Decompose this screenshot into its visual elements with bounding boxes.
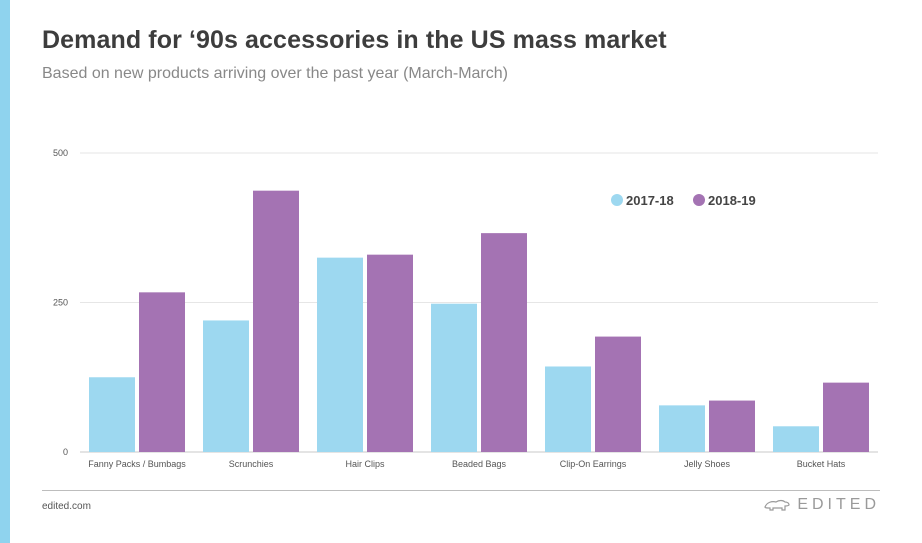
- x-tick-label: Beaded Bags: [452, 459, 507, 469]
- chart-subtitle: Based on new products arriving over the …: [42, 65, 508, 82]
- bar-2018-19: [823, 382, 869, 452]
- chart-title: Demand for ‘90s accessories in the US ma…: [42, 26, 667, 54]
- brand-name: EDITED: [797, 496, 880, 513]
- accent-bar: [0, 0, 10, 543]
- bar-2018-19: [253, 190, 299, 452]
- legend-marker: [693, 194, 705, 206]
- bar-2018-19: [709, 400, 755, 452]
- legend-label: 2017-18: [626, 193, 674, 208]
- bar-2017-18: [317, 257, 363, 452]
- x-tick-label: Scrunchies: [229, 459, 274, 469]
- legend-label: 2018-19: [708, 193, 756, 208]
- bar-2018-19: [481, 233, 527, 452]
- legend: 2017-18 2018-19: [611, 193, 756, 208]
- y-tick-label: 250: [53, 298, 68, 308]
- bar-2017-18: [431, 303, 477, 452]
- y-tick-label: 500: [53, 148, 68, 158]
- x-tick-label: Jelly Shoes: [684, 459, 731, 469]
- x-tick-label: Clip-On Earrings: [560, 459, 627, 469]
- bar-2017-18: [545, 366, 591, 452]
- bar-2018-19: [139, 292, 185, 452]
- bear-icon: [764, 499, 790, 511]
- bar-2017-18: [203, 320, 249, 452]
- bars: [89, 190, 869, 452]
- bar-2017-18: [659, 405, 705, 452]
- bar-2018-19: [595, 336, 641, 452]
- bar-2018-19: [367, 254, 413, 452]
- footer-site-link[interactable]: edited.com: [42, 501, 91, 512]
- x-tick-label: Hair Clips: [345, 459, 385, 469]
- x-tick-label: Bucket Hats: [797, 459, 846, 469]
- axis-labels: 0 250 500 Fanny Packs / Bumbags Scrunchies Ha…: [53, 148, 846, 469]
- bar-2017-18: [773, 426, 819, 452]
- legend-marker: [611, 194, 623, 206]
- x-tick-label: Fanny Packs / Bumbags: [88, 459, 186, 469]
- bar-2017-18: [89, 377, 135, 452]
- footer-divider: [42, 490, 880, 491]
- gridlines: [80, 152, 878, 453]
- y-tick-label: 0: [63, 447, 68, 457]
- brand-logo: EDITED: [763, 496, 880, 514]
